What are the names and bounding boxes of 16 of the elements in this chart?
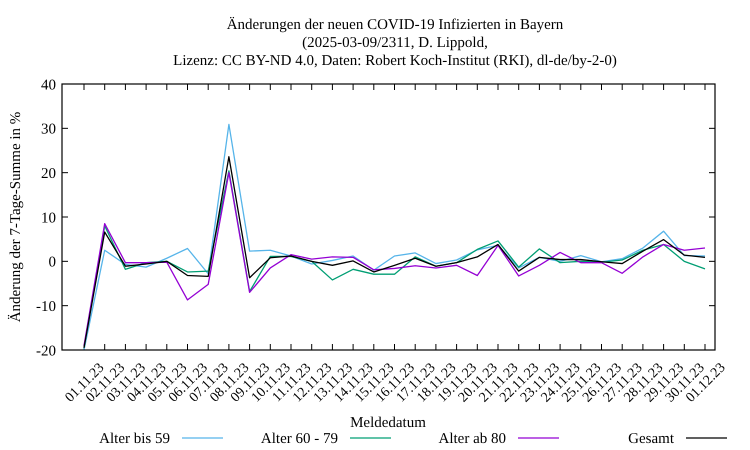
y-tick-label: 0 [48,254,56,271]
line-series [83,124,706,351]
chart-title: Änderungen der neuen COVID-19 Infizierten in Bayern [226,16,564,33]
y-tick-label: 40 [41,77,56,94]
legend-label: Alter bis 59 [99,431,170,447]
x-axis-title: Meldedatum [350,415,426,431]
y-tick-label: 30 [41,122,56,138]
y-axis-title: Änderung der 7-Tage-Summe in % [7,112,24,322]
y-tick-label: 10 [41,210,56,226]
legend-label: Alter 60 - 79 [260,431,338,447]
y-tick-label: 20 [41,166,56,182]
y-tick-label: -20 [36,343,56,360]
legend-label: Gesamt [628,431,675,447]
legend-label: Alter ab 80 [438,431,506,447]
chart-subtitle: (2025-03-09/2311, D. Lippold, Lizenz: CC BY-ND 4.0, Daten: Robert Koch-Institut (RKI), dl-de/by-2-0) [173,35,617,69]
y-tick-label: -10 [36,298,56,315]
